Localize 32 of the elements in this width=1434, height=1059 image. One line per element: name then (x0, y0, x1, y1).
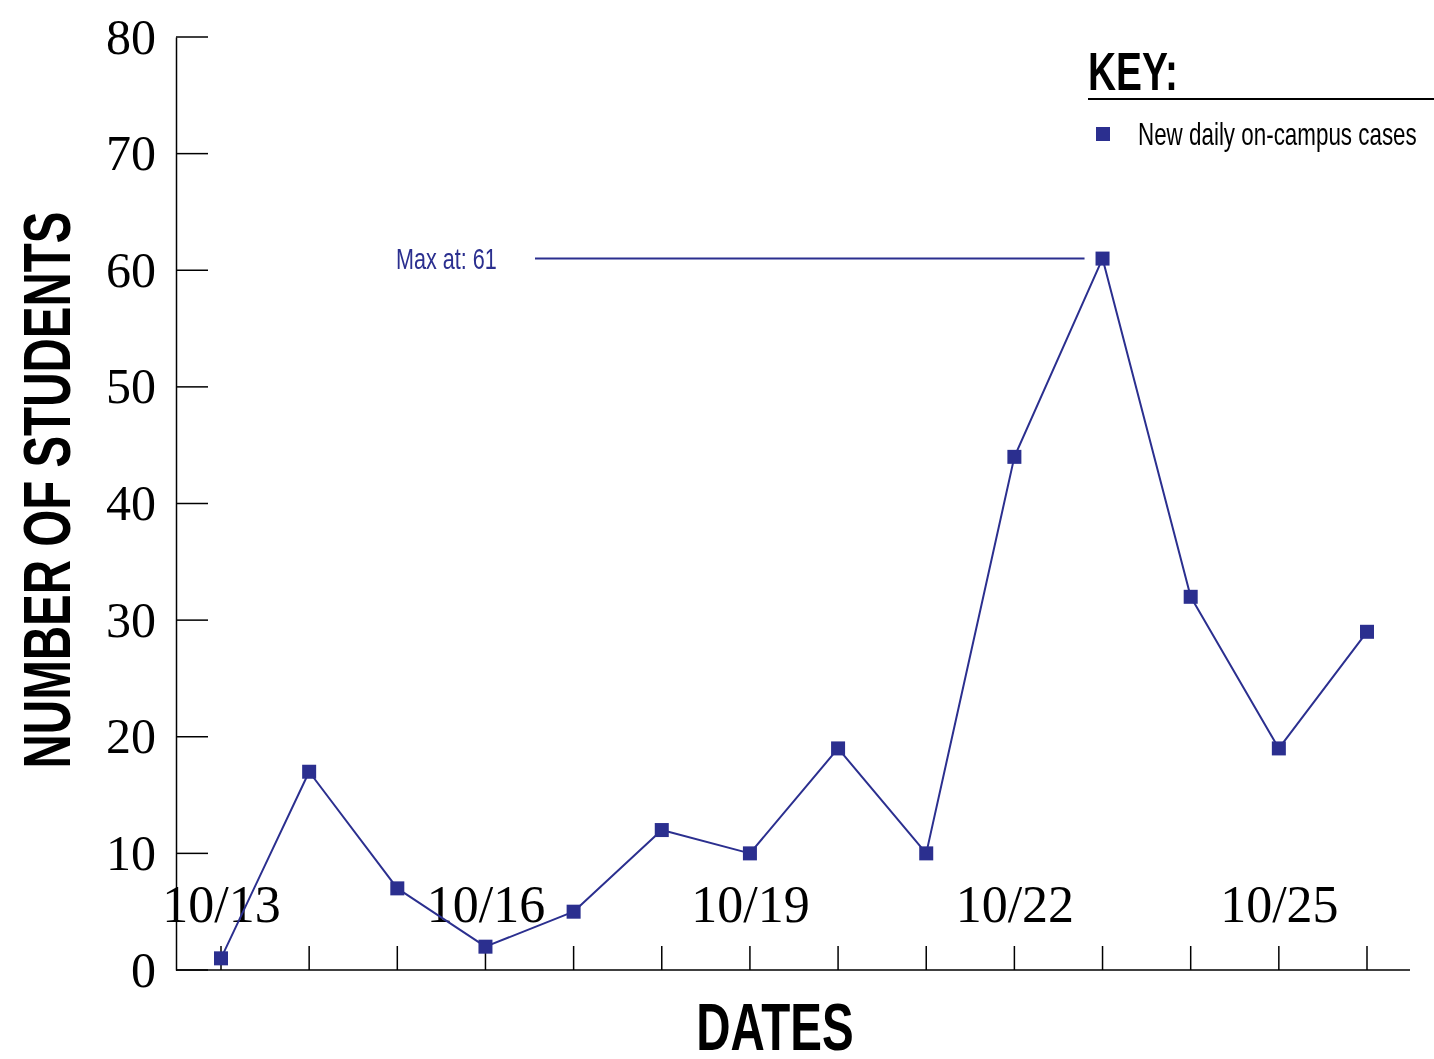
point (302, 764, 317, 779)
x-tick-label: 10/22 (955, 876, 1075, 933)
y-tick-label: 30 (106, 591, 156, 648)
point (1271, 741, 1286, 756)
y-tick-label: 60 (106, 241, 156, 298)
point (1095, 251, 1110, 266)
point (390, 881, 405, 896)
x-tick-label: 10/25 (1220, 876, 1339, 933)
x-axis-title: DATES (696, 990, 854, 1059)
point (654, 823, 669, 838)
point (214, 951, 228, 966)
y-tick-label: 20 (106, 708, 156, 765)
y-tick-label: 50 (106, 358, 156, 415)
y-axis-title: NUMBER OF STUDENTS (10, 211, 84, 769)
x-tick-label: 10/19 (691, 876, 810, 933)
point (1007, 449, 1022, 464)
y-tick-label: 40 (106, 475, 156, 531)
y-tick-label: 70 (106, 125, 156, 182)
ref-line-label: Max at: 61 (396, 241, 497, 276)
point (919, 846, 934, 861)
point (1183, 589, 1198, 604)
y-tick-label: 10 (106, 824, 156, 881)
legend-title: KEY: (1088, 40, 1179, 102)
point (478, 939, 493, 954)
point (1360, 624, 1374, 639)
y-tick-label: 80 (106, 8, 156, 65)
x-tick-label: 10/16 (426, 876, 546, 933)
y-tick-label: 0 (131, 941, 156, 998)
point (831, 741, 846, 756)
point (742, 846, 757, 861)
point (566, 904, 581, 919)
legend-label: New daily on-campus cases (1138, 116, 1417, 153)
